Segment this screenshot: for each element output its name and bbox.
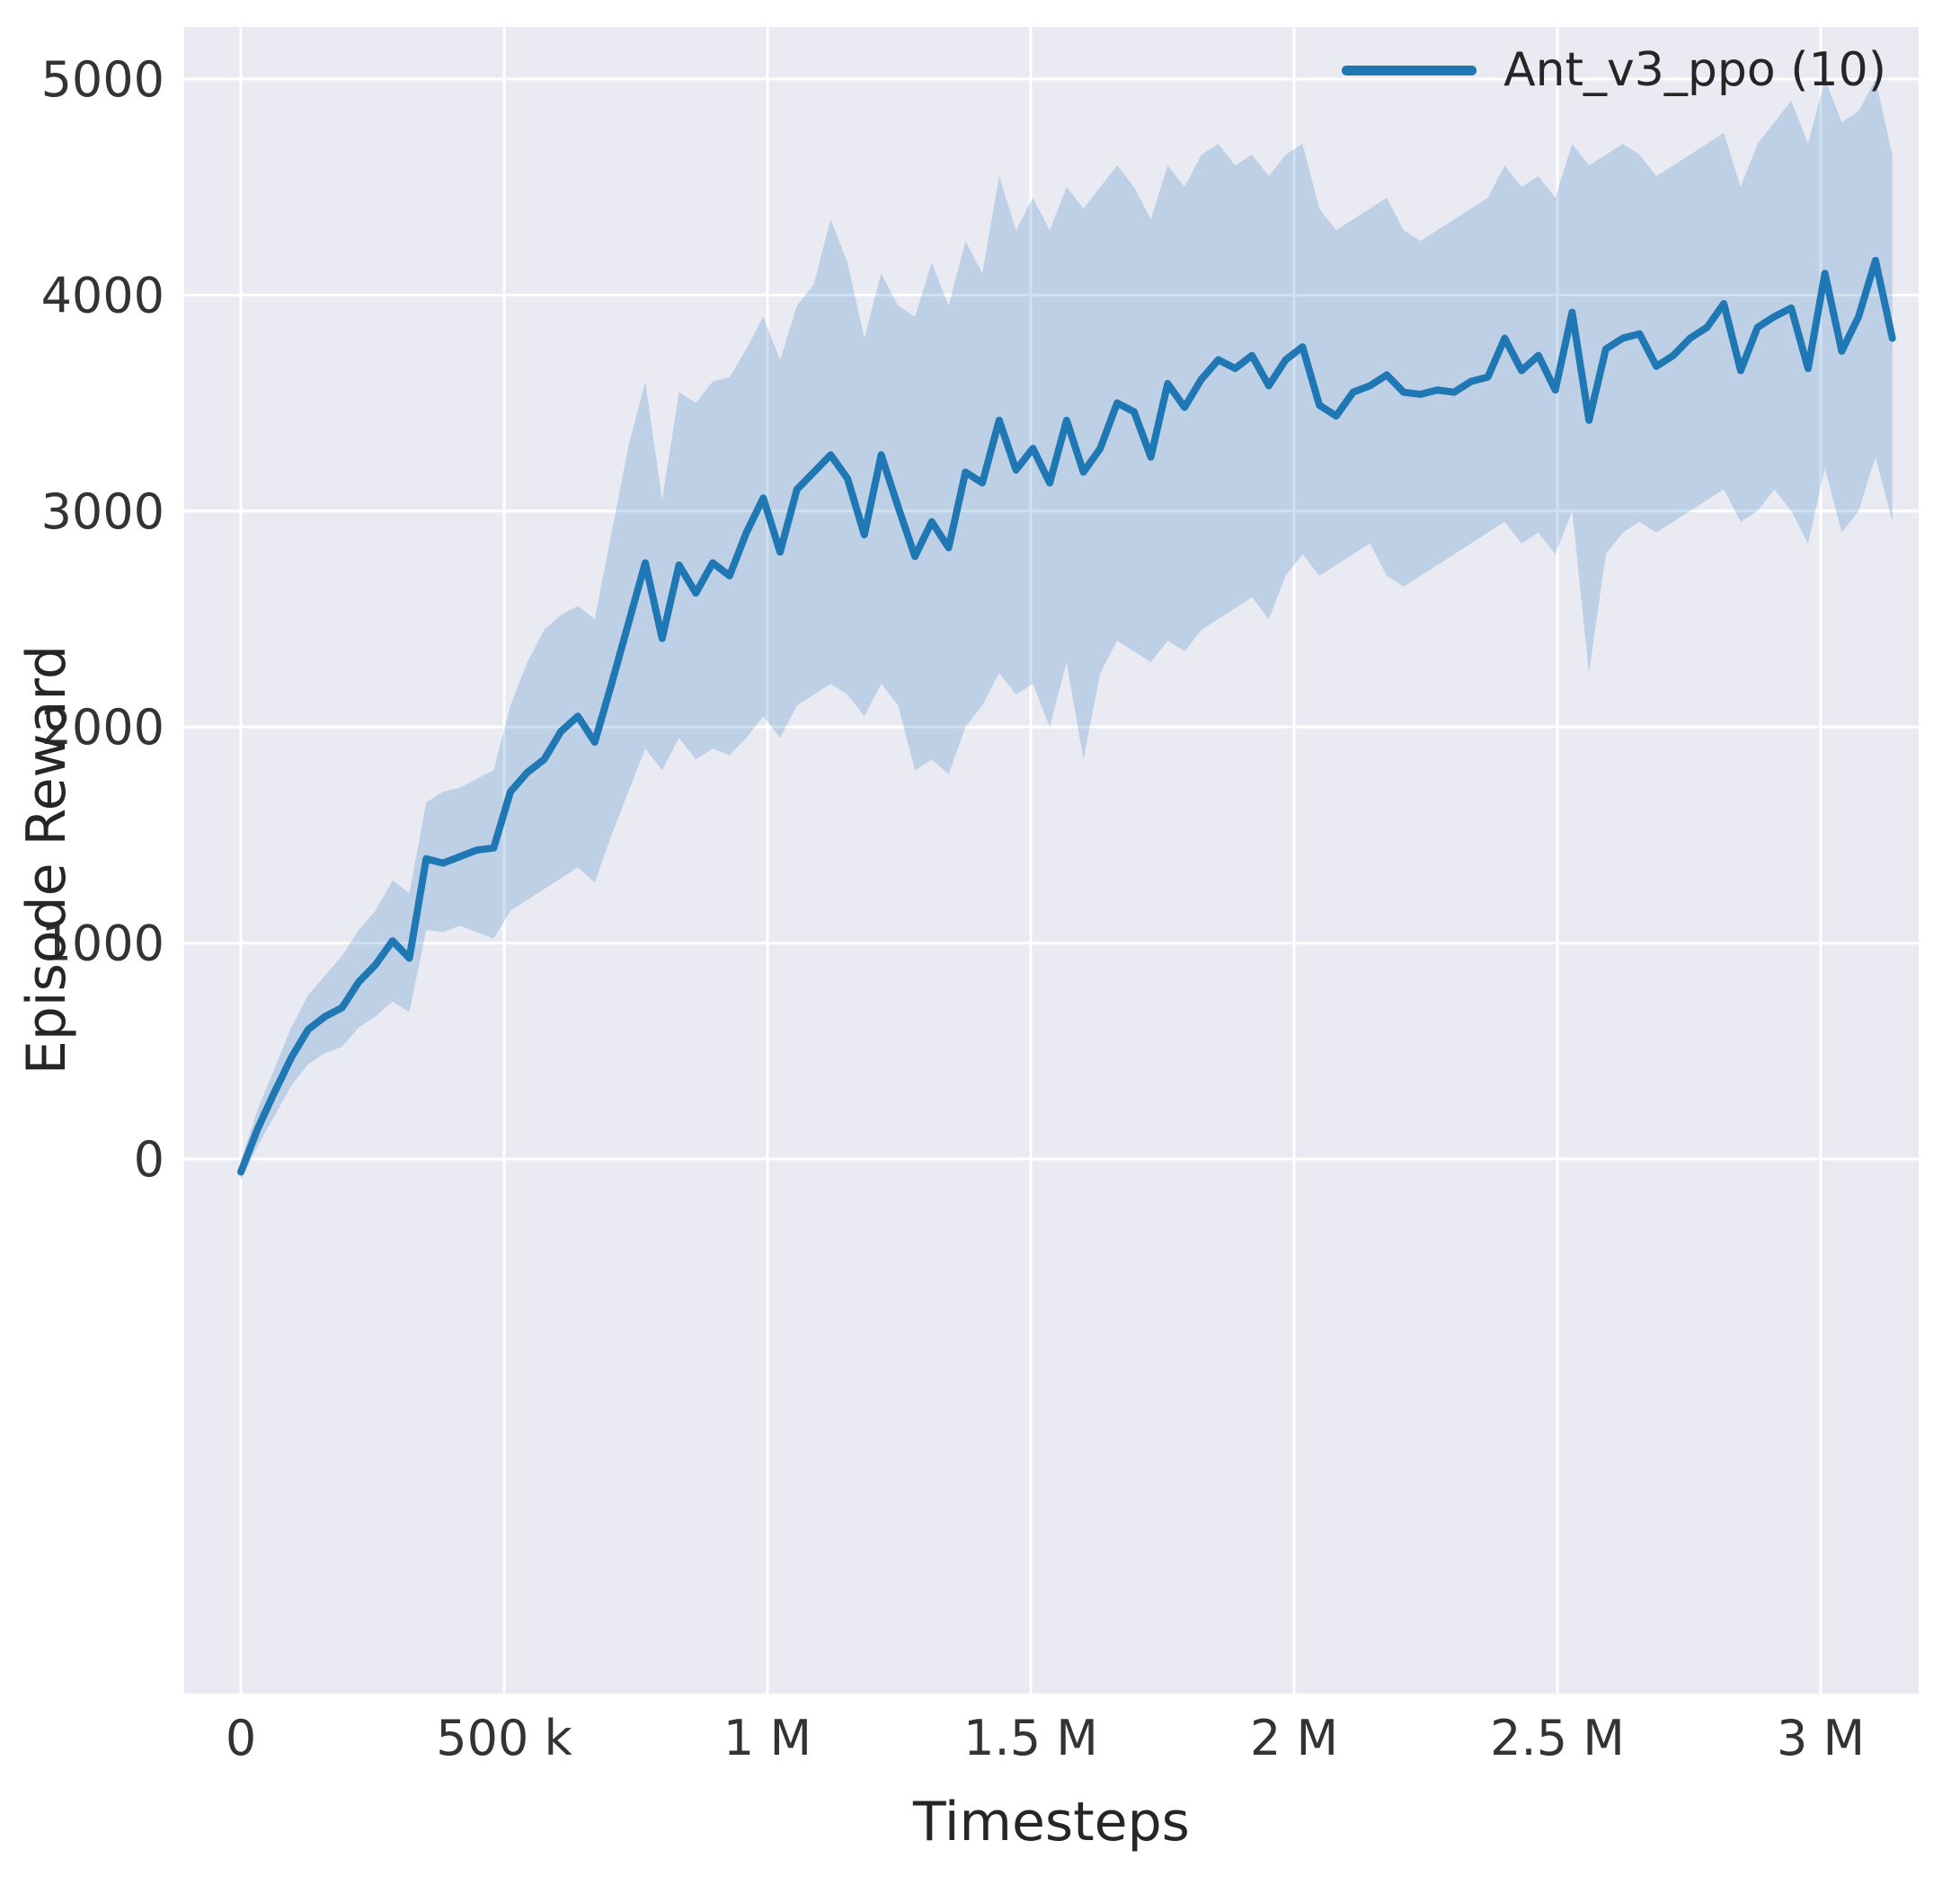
legend-label: Ant_v3_ppo (10) xyxy=(1503,43,1886,97)
legend: Ant_v3_ppo (10) xyxy=(1333,41,1895,99)
y-tick-label: 3000 xyxy=(41,483,164,540)
x-tick-label: 1 M xyxy=(723,1710,811,1766)
x-tick-label: 1.5 M xyxy=(963,1710,1098,1766)
y-tick-label: 1000 xyxy=(41,916,164,972)
x-tick-label: 3 M xyxy=(1777,1710,1865,1766)
plot-area xyxy=(184,27,1919,1694)
x-tick-label: 0 xyxy=(226,1710,256,1766)
x-tick-label: 500 k xyxy=(436,1710,572,1766)
confidence-band xyxy=(240,78,1893,1181)
legend-line-sample xyxy=(1342,65,1477,75)
y-axis-label: Episode Reward xyxy=(15,644,78,1075)
x-axis-label: Timesteps xyxy=(913,1791,1190,1854)
y-tick-label: 0 xyxy=(134,1131,164,1188)
x-tick-label: 2 M xyxy=(1250,1710,1338,1766)
x-tick-label: 2.5 M xyxy=(1490,1710,1625,1766)
y-tick-label: 4000 xyxy=(41,267,164,323)
y-tick-label: 2000 xyxy=(41,699,164,756)
y-tick-label: 5000 xyxy=(41,51,164,108)
mean-reward-line xyxy=(236,256,1896,1176)
